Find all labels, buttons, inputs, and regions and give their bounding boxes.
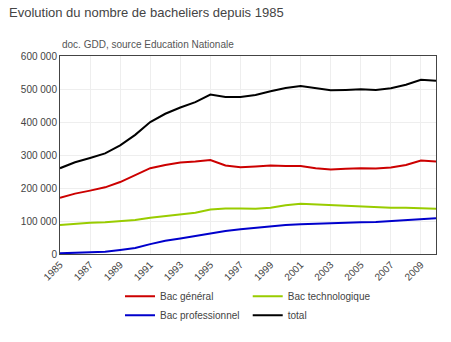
- svg-text:500 000: 500 000: [21, 84, 58, 95]
- svg-text:Bac professionnel: Bac professionnel: [160, 310, 240, 321]
- svg-text:Bac technologique: Bac technologique: [288, 291, 371, 302]
- svg-text:1987: 1987: [72, 259, 96, 283]
- svg-text:100 000: 100 000: [21, 216, 58, 227]
- svg-text:1999: 1999: [252, 259, 276, 283]
- svg-text:600 000: 600 000: [21, 51, 58, 62]
- svg-text:400 000: 400 000: [21, 117, 58, 128]
- svg-text:Bac général: Bac général: [160, 291, 213, 302]
- svg-text:total: total: [288, 310, 307, 321]
- svg-text:Evolution du nombre de bacheli: Evolution du nombre de bacheliers depuis…: [9, 5, 284, 20]
- svg-text:doc. GDD, source Education Nat: doc. GDD, source Education Nationale: [62, 39, 234, 50]
- svg-text:2009: 2009: [402, 259, 426, 283]
- svg-text:2001: 2001: [282, 259, 306, 283]
- svg-text:0: 0: [51, 249, 57, 260]
- svg-text:300 000: 300 000: [21, 150, 58, 161]
- svg-text:200 000: 200 000: [21, 183, 58, 194]
- svg-text:1993: 1993: [162, 259, 186, 283]
- svg-text:2007: 2007: [372, 259, 396, 283]
- svg-text:1997: 1997: [222, 259, 246, 283]
- svg-text:1991: 1991: [132, 259, 156, 283]
- svg-text:2003: 2003: [312, 259, 336, 283]
- svg-text:2005: 2005: [342, 259, 366, 283]
- svg-text:1995: 1995: [192, 259, 216, 283]
- svg-text:1985: 1985: [41, 259, 65, 283]
- svg-text:1989: 1989: [102, 259, 126, 283]
